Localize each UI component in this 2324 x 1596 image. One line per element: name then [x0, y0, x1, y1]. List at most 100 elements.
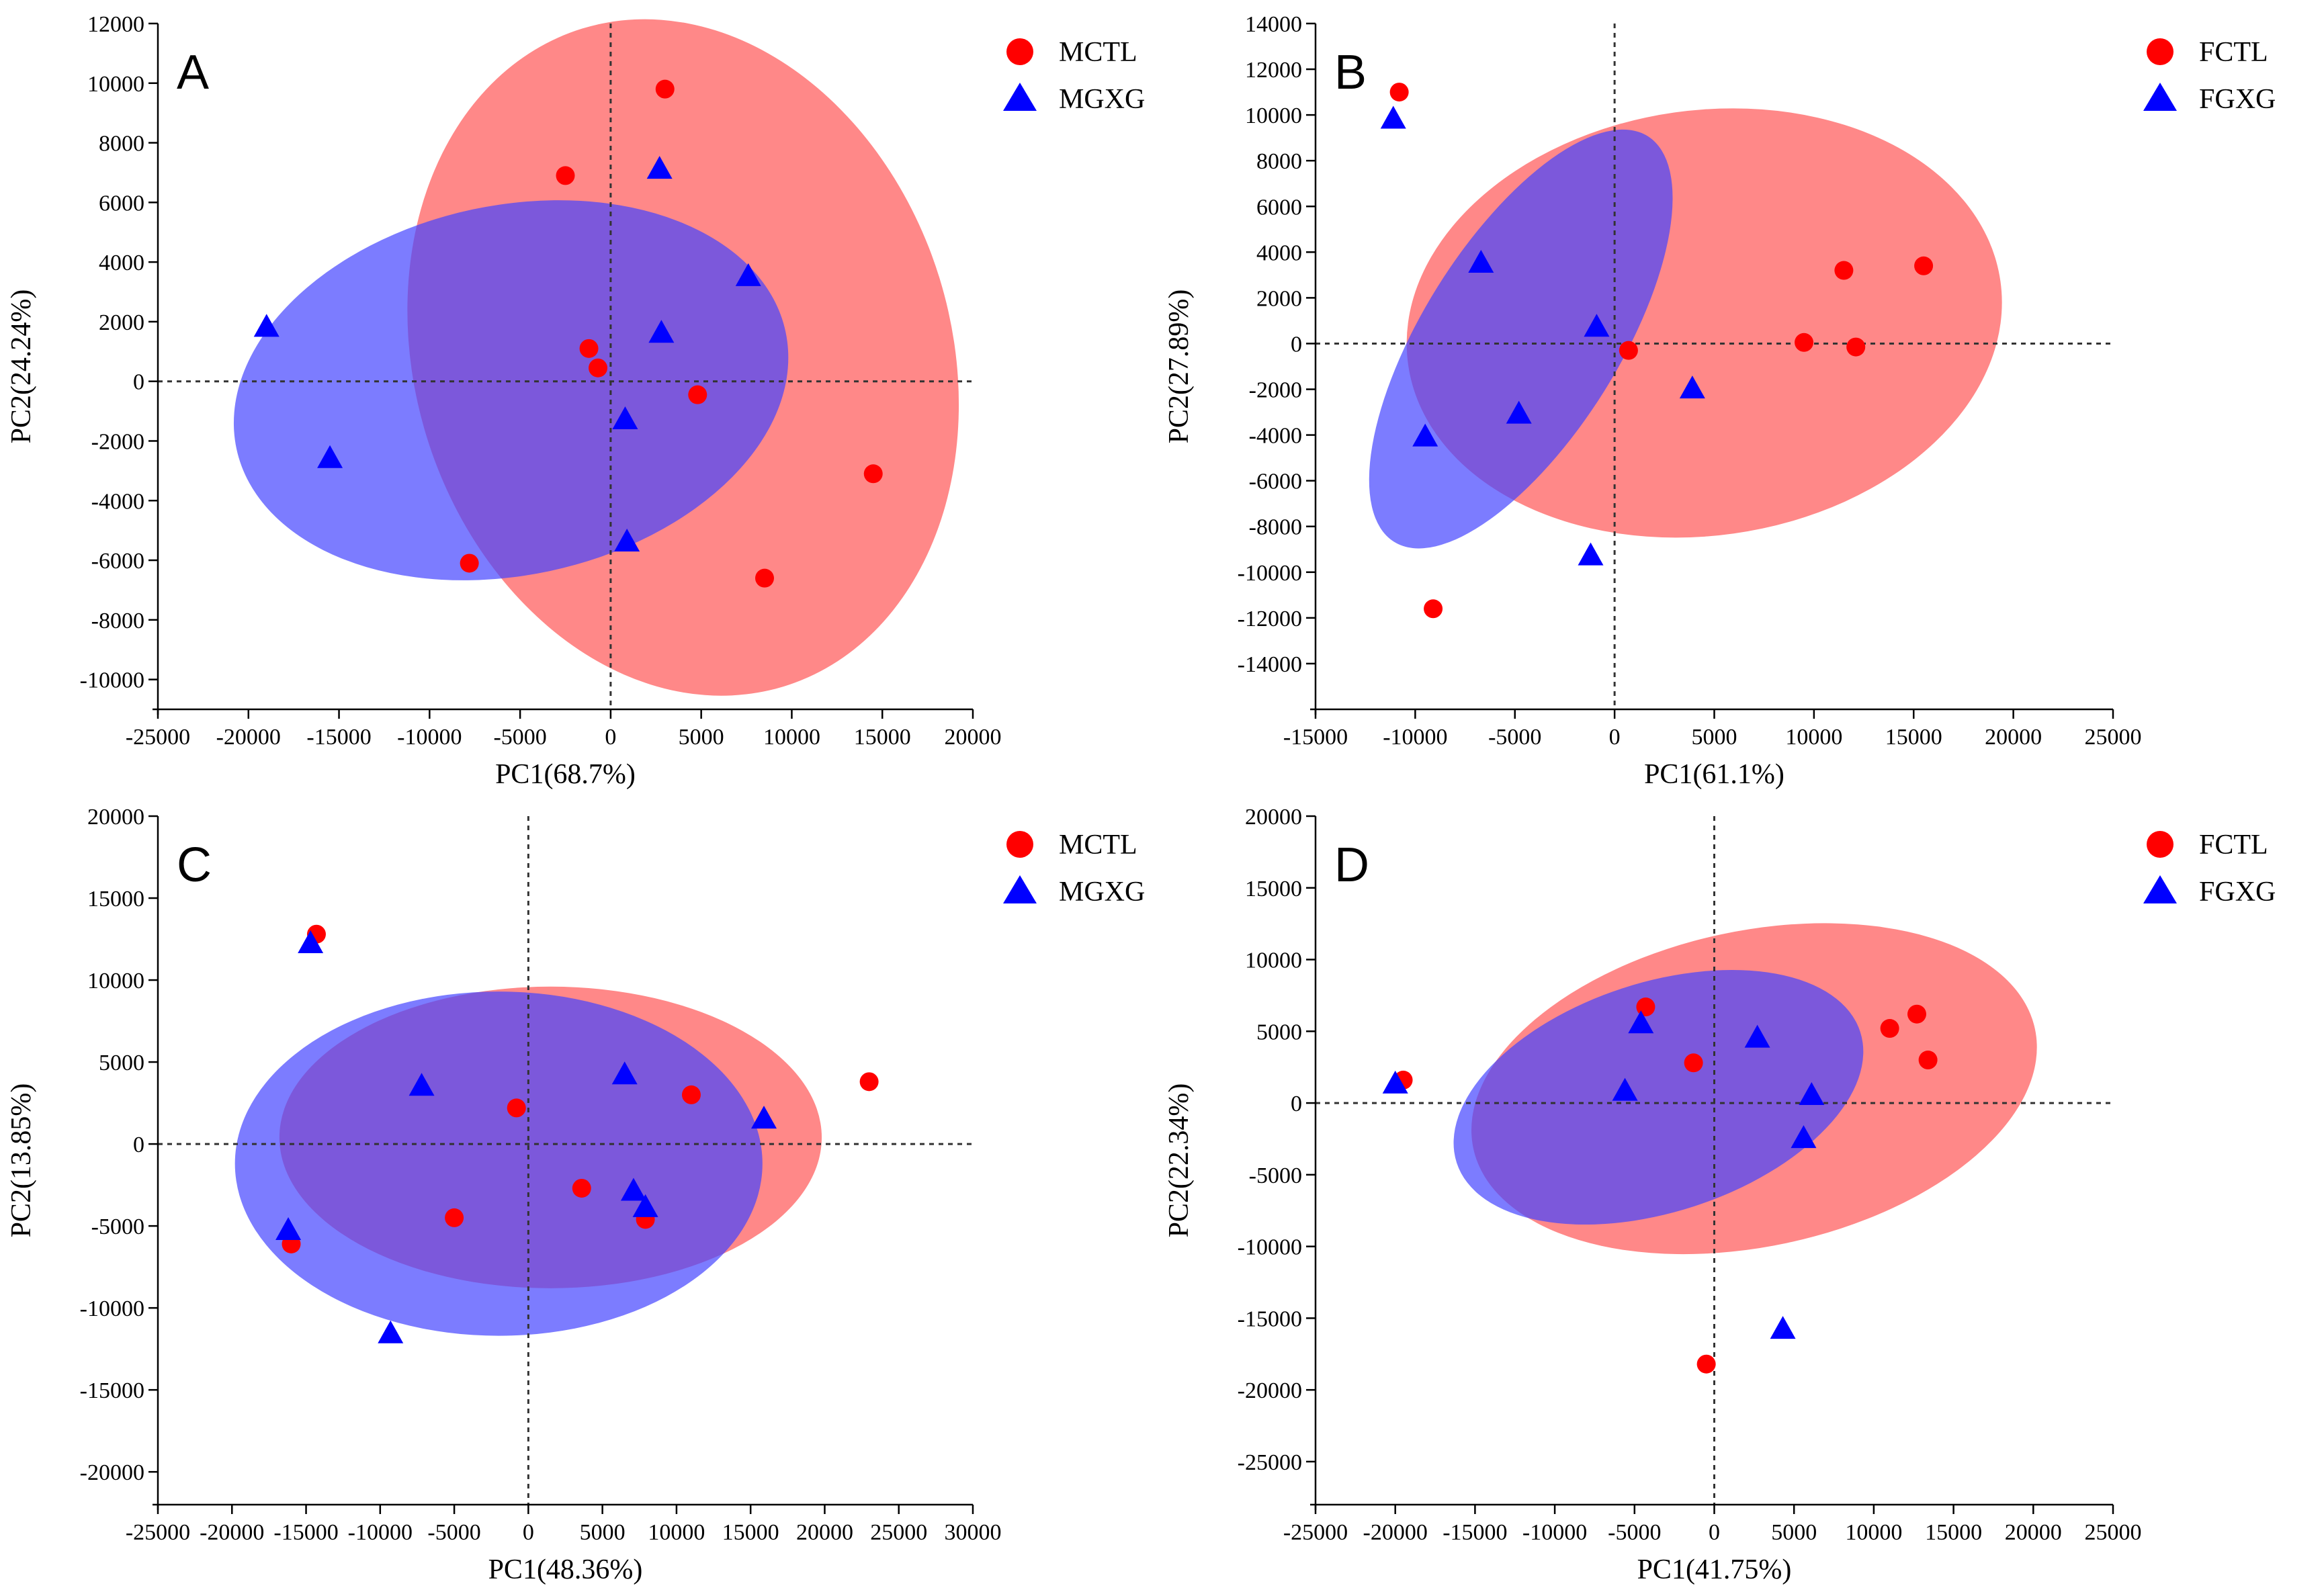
confidence-ellipse-mgxg: [234, 991, 763, 1336]
legend-label-fgxg: FGXG: [2199, 84, 2276, 115]
y-tick-label: 14000: [1245, 12, 1302, 37]
point-fctl: [1684, 1053, 1703, 1073]
point-fgxg: [1770, 1316, 1796, 1339]
x-tick-label: -20000: [1363, 1520, 1428, 1545]
x-tick-label: -15000: [273, 1520, 338, 1545]
point-fgxg: [1506, 400, 1532, 424]
point-mgxg: [275, 1217, 302, 1241]
point-mgxg: [735, 263, 761, 286]
x-tick-label: -15000: [1443, 1520, 1507, 1545]
y-tick-label: 10000: [1245, 948, 1302, 973]
y-tick-label: -20000: [80, 1460, 144, 1485]
y-tick-label: 0: [133, 370, 144, 395]
y-tick-label: -10000: [80, 1296, 144, 1321]
point-mgxg: [751, 1106, 777, 1129]
point-mctl: [863, 464, 883, 484]
y-tick-label: 10000: [1245, 103, 1302, 128]
legend-marker-mctl: [1006, 38, 1033, 65]
point-mctl: [445, 1208, 464, 1227]
point-fctl: [1619, 341, 1638, 360]
y-tick-label: -10000: [80, 668, 144, 693]
x-tick-label: -5000: [1608, 1520, 1661, 1545]
point-fgxg: [1628, 1010, 1654, 1034]
x-tick-label: -25000: [1283, 1520, 1348, 1545]
x-tick-label: -15000: [306, 725, 371, 750]
y-tick-label: 6000: [1256, 195, 1302, 220]
x-tick-label: 25000: [2085, 1520, 2142, 1545]
y-tick-label: -6000: [91, 549, 144, 574]
x-tick-label: 15000: [1885, 725, 1942, 750]
point-fgxg: [1578, 542, 1604, 566]
y-tick-label: -2000: [1249, 378, 1302, 403]
point-mgxg: [648, 320, 675, 343]
legend-marker-fctl: [2147, 831, 2174, 858]
y-tick-label: 15000: [87, 887, 144, 912]
x-tick-label: 10000: [648, 1520, 705, 1545]
legend-marker-fgxg: [2143, 83, 2177, 111]
point-mctl: [507, 1098, 526, 1118]
y-tick-label: 0: [1291, 1092, 1302, 1116]
point-fgxg: [1799, 1082, 1825, 1106]
y-tick-label: 10000: [87, 969, 144, 993]
point-mctl: [579, 339, 599, 358]
y-tick-label: 12000: [87, 12, 144, 37]
legend-label-fctl: FCTL: [2199, 37, 2268, 68]
point-mgxg: [317, 445, 343, 468]
point-fctl: [1907, 1004, 1926, 1024]
y-tick-label: -4000: [91, 489, 144, 514]
panel-b: -15000 -10000 -5000 0 5000 10000 15000 20000 250…: [1164, 12, 2276, 790]
x-axis-title: PC1(68.7%): [495, 759, 636, 790]
point-mctl: [755, 568, 775, 588]
x-tick-label: -15000: [1283, 725, 1348, 750]
point-mctl: [572, 1178, 591, 1198]
x-tick-label: 5000: [1771, 1520, 1817, 1545]
confidence-ellipse-fgxg: [1369, 129, 1673, 549]
x-tick-label: 25000: [870, 1520, 927, 1545]
y-tick-label: 8000: [99, 132, 144, 157]
y-tick-label: 15000: [1245, 877, 1302, 901]
y-tick-label: -10000: [1238, 1235, 1302, 1260]
point-mgxg: [408, 1073, 435, 1096]
point-mgxg: [632, 1194, 658, 1217]
point-fgxg: [1612, 1077, 1638, 1101]
x-tick-label: -10000: [1522, 1520, 1587, 1545]
x-tick-label: -25000: [126, 1520, 190, 1545]
y-tick-label: 10000: [87, 72, 144, 97]
x-tick-label: 15000: [854, 725, 911, 750]
x-tick-label: 20000: [1985, 725, 2042, 750]
x-tick-label: 0: [1709, 1520, 1720, 1545]
y-tick-label: -14000: [1238, 652, 1302, 677]
point-mgxg: [378, 1320, 404, 1343]
y-tick-label: 20000: [1245, 805, 1302, 830]
x-tick-label: -10000: [1383, 725, 1447, 750]
x-tick-label: 20000: [945, 725, 1002, 750]
y-tick-label: -2000: [91, 429, 144, 454]
y-tick-label: -10000: [1238, 561, 1302, 586]
legend-marker-mgxg: [1003, 875, 1037, 903]
y-tick-label: -8000: [1249, 515, 1302, 540]
y-tick-label: 0: [1291, 332, 1302, 357]
y-tick-label: -20000: [1238, 1378, 1302, 1403]
point-fctl: [1918, 1051, 1938, 1070]
x-tick-label: 5000: [580, 1520, 626, 1545]
point-fctl: [1880, 1019, 1899, 1038]
point-mctl: [589, 358, 608, 378]
x-axis-title: PC1(61.1%): [1644, 759, 1784, 790]
panel-c: -25000 -20000 -15000 -10000 -5000 0 5000 10000 1…: [6, 805, 1145, 1585]
y-axis-title: PC2(13.85%): [6, 1083, 37, 1238]
point-mctl: [681, 1085, 701, 1104]
y-tick-label: -12000: [1238, 607, 1302, 631]
point-fctl: [1389, 83, 1409, 102]
y-tick-label: -15000: [80, 1378, 144, 1403]
point-fctl: [1696, 1354, 1716, 1374]
point-fgxg: [1744, 1024, 1770, 1048]
legend-label-mctl: MCTL: [1059, 830, 1137, 860]
x-tick-label: -5000: [427, 1520, 480, 1545]
legend-label-fctl: FCTL: [2199, 830, 2268, 860]
legend-marker-fgxg: [2143, 875, 2177, 903]
y-tick-label: 4000: [1256, 240, 1302, 265]
x-tick-label: 10000: [763, 725, 820, 750]
x-tick-label: -5000: [493, 725, 546, 750]
x-tick-label: 0: [523, 1520, 534, 1545]
